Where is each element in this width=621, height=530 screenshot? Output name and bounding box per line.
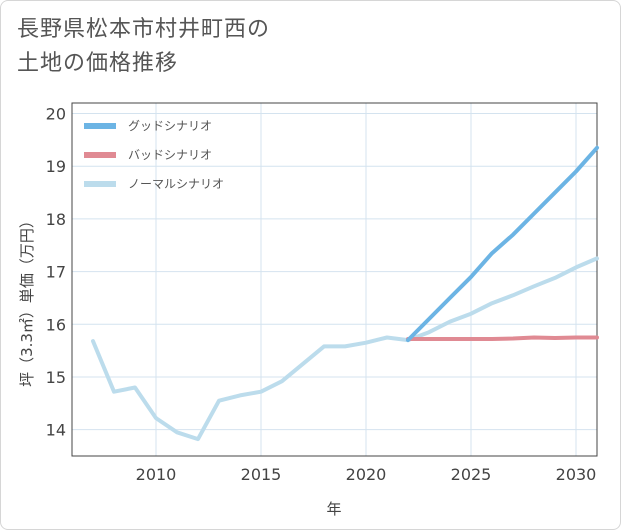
x-tick-label: 2025 (451, 465, 492, 484)
series-line (406, 335, 599, 341)
series-group (91, 145, 599, 442)
legend-label: ノーマルシナリオ (128, 177, 224, 191)
y-tick-label: 18 (46, 210, 66, 229)
x-tick-label: 2030 (556, 465, 597, 484)
x-tick-label: 2015 (241, 465, 282, 484)
y-axis-title: 坪（3.3㎡）単価（万円） (18, 213, 36, 387)
x-tick-label: 2020 (346, 465, 387, 484)
chart-title-line-1: 長野県松本市村井町西の (17, 17, 271, 42)
legend-label: グッドシナリオ (128, 119, 212, 133)
y-tick-label: 17 (46, 263, 66, 282)
y-tick-label: 19 (46, 157, 66, 176)
y-tick-labels: 14 15 16 17 18 19 20 (46, 105, 66, 440)
chart-title: 長野県松本市村井町西の 土地の価格推移 (17, 13, 270, 81)
x-tick-labels: 2010 2015 2020 2025 2030 (136, 465, 597, 484)
y-tick-label: 20 (46, 105, 66, 124)
x-axis-title: 年 (326, 500, 341, 518)
series-line (91, 256, 599, 442)
series-line (406, 145, 599, 343)
plot-frame (71, 102, 598, 457)
y-tick-label: 15 (46, 368, 66, 387)
legend-label: バッドシナリオ (128, 148, 212, 162)
x-tick-label: 2010 (136, 465, 177, 484)
chart-title-line-2: 土地の価格推移 (17, 51, 179, 76)
y-tick-label: 16 (46, 315, 66, 334)
y-tick-label: 14 (46, 421, 66, 440)
